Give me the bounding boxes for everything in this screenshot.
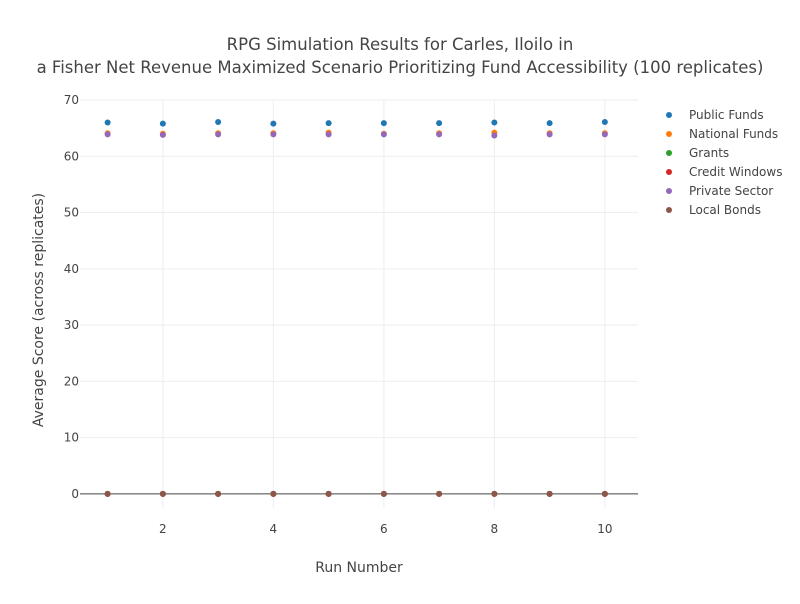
data-point[interactable] <box>159 490 166 497</box>
x-tick-label: 2 <box>159 522 167 536</box>
data-point[interactable] <box>436 120 443 127</box>
data-point[interactable] <box>270 131 277 138</box>
y-tick-label: 20 <box>64 374 79 388</box>
legend-marker <box>666 131 672 137</box>
data-point[interactable] <box>436 490 443 497</box>
data-point[interactable] <box>380 490 387 497</box>
data-point[interactable] <box>380 131 387 138</box>
data-point[interactable] <box>104 131 111 138</box>
legend-marker <box>666 169 672 175</box>
data-point[interactable] <box>601 490 608 497</box>
x-tick-label: 10 <box>597 522 612 536</box>
data-point[interactable] <box>104 119 111 126</box>
data-point[interactable] <box>491 132 498 139</box>
x-tick-label: 4 <box>270 522 278 536</box>
grid-lines <box>80 99 638 508</box>
x-tick-label: 8 <box>491 522 499 536</box>
data-points <box>104 118 608 497</box>
series-private-sector <box>104 131 608 139</box>
legend-label: Public Funds <box>689 108 764 122</box>
x-axis-title: Run Number <box>315 560 403 576</box>
legend-item[interactable]: Local Bonds <box>666 203 761 217</box>
data-point[interactable] <box>104 490 111 497</box>
data-point[interactable] <box>546 490 553 497</box>
data-point[interactable] <box>270 490 277 497</box>
legend-marker <box>666 207 672 213</box>
data-point[interactable] <box>159 120 166 127</box>
data-point[interactable] <box>159 131 166 138</box>
legend-marker <box>666 150 672 156</box>
data-point[interactable] <box>601 118 608 125</box>
legend-label: Credit Windows <box>689 165 782 179</box>
series-public-funds <box>104 118 608 127</box>
legend-item[interactable]: Credit Windows <box>666 165 782 179</box>
data-point[interactable] <box>270 120 277 127</box>
x-tick-label: 6 <box>380 522 388 536</box>
axes: 2 4 6 8 10 0 10 20 30 40 50 60 70 <box>64 93 638 536</box>
data-point[interactable] <box>215 118 222 125</box>
legend-label: Local Bonds <box>689 203 761 217</box>
legend-label: Grants <box>689 146 729 160</box>
y-tick-label: 30 <box>64 318 79 332</box>
legend: Public Funds National Funds Grants Credit W… <box>666 108 782 217</box>
data-point[interactable] <box>215 490 222 497</box>
legend-label: Private Sector <box>689 184 773 198</box>
y-tick-label: 70 <box>64 93 79 107</box>
data-point[interactable] <box>325 131 332 138</box>
data-point[interactable] <box>325 120 332 127</box>
legend-marker <box>666 112 672 118</box>
data-point[interactable] <box>491 119 498 126</box>
y-tick-label: 0 <box>71 487 79 501</box>
legend-marker <box>666 188 672 194</box>
data-point[interactable] <box>546 131 553 138</box>
chart-title-line-2: a Fisher Net Revenue Maximized Scenario … <box>37 58 764 77</box>
legend-label: National Funds <box>689 127 778 141</box>
data-point[interactable] <box>436 131 443 138</box>
y-tick-label: 50 <box>64 206 79 220</box>
chart-title-line-1: RPG Simulation Results for Carles, Iloil… <box>227 35 574 54</box>
data-point[interactable] <box>601 131 608 138</box>
series-national-funds <box>104 129 608 137</box>
legend-item[interactable]: Grants <box>666 146 729 160</box>
y-tick-label: 60 <box>64 149 79 163</box>
data-point[interactable] <box>325 490 332 497</box>
y-axis-title: Average Score (across replicates) <box>31 193 47 427</box>
legend-item[interactable]: Public Funds <box>666 108 764 122</box>
y-tick-label: 40 <box>64 262 79 276</box>
data-point[interactable] <box>380 120 387 127</box>
data-point[interactable] <box>491 490 498 497</box>
series-local-bonds <box>104 490 608 497</box>
data-point[interactable] <box>215 131 222 138</box>
legend-item[interactable]: National Funds <box>666 127 778 141</box>
data-point[interactable] <box>546 120 553 127</box>
y-tick-label: 10 <box>64 431 79 445</box>
legend-item[interactable]: Private Sector <box>666 184 773 198</box>
